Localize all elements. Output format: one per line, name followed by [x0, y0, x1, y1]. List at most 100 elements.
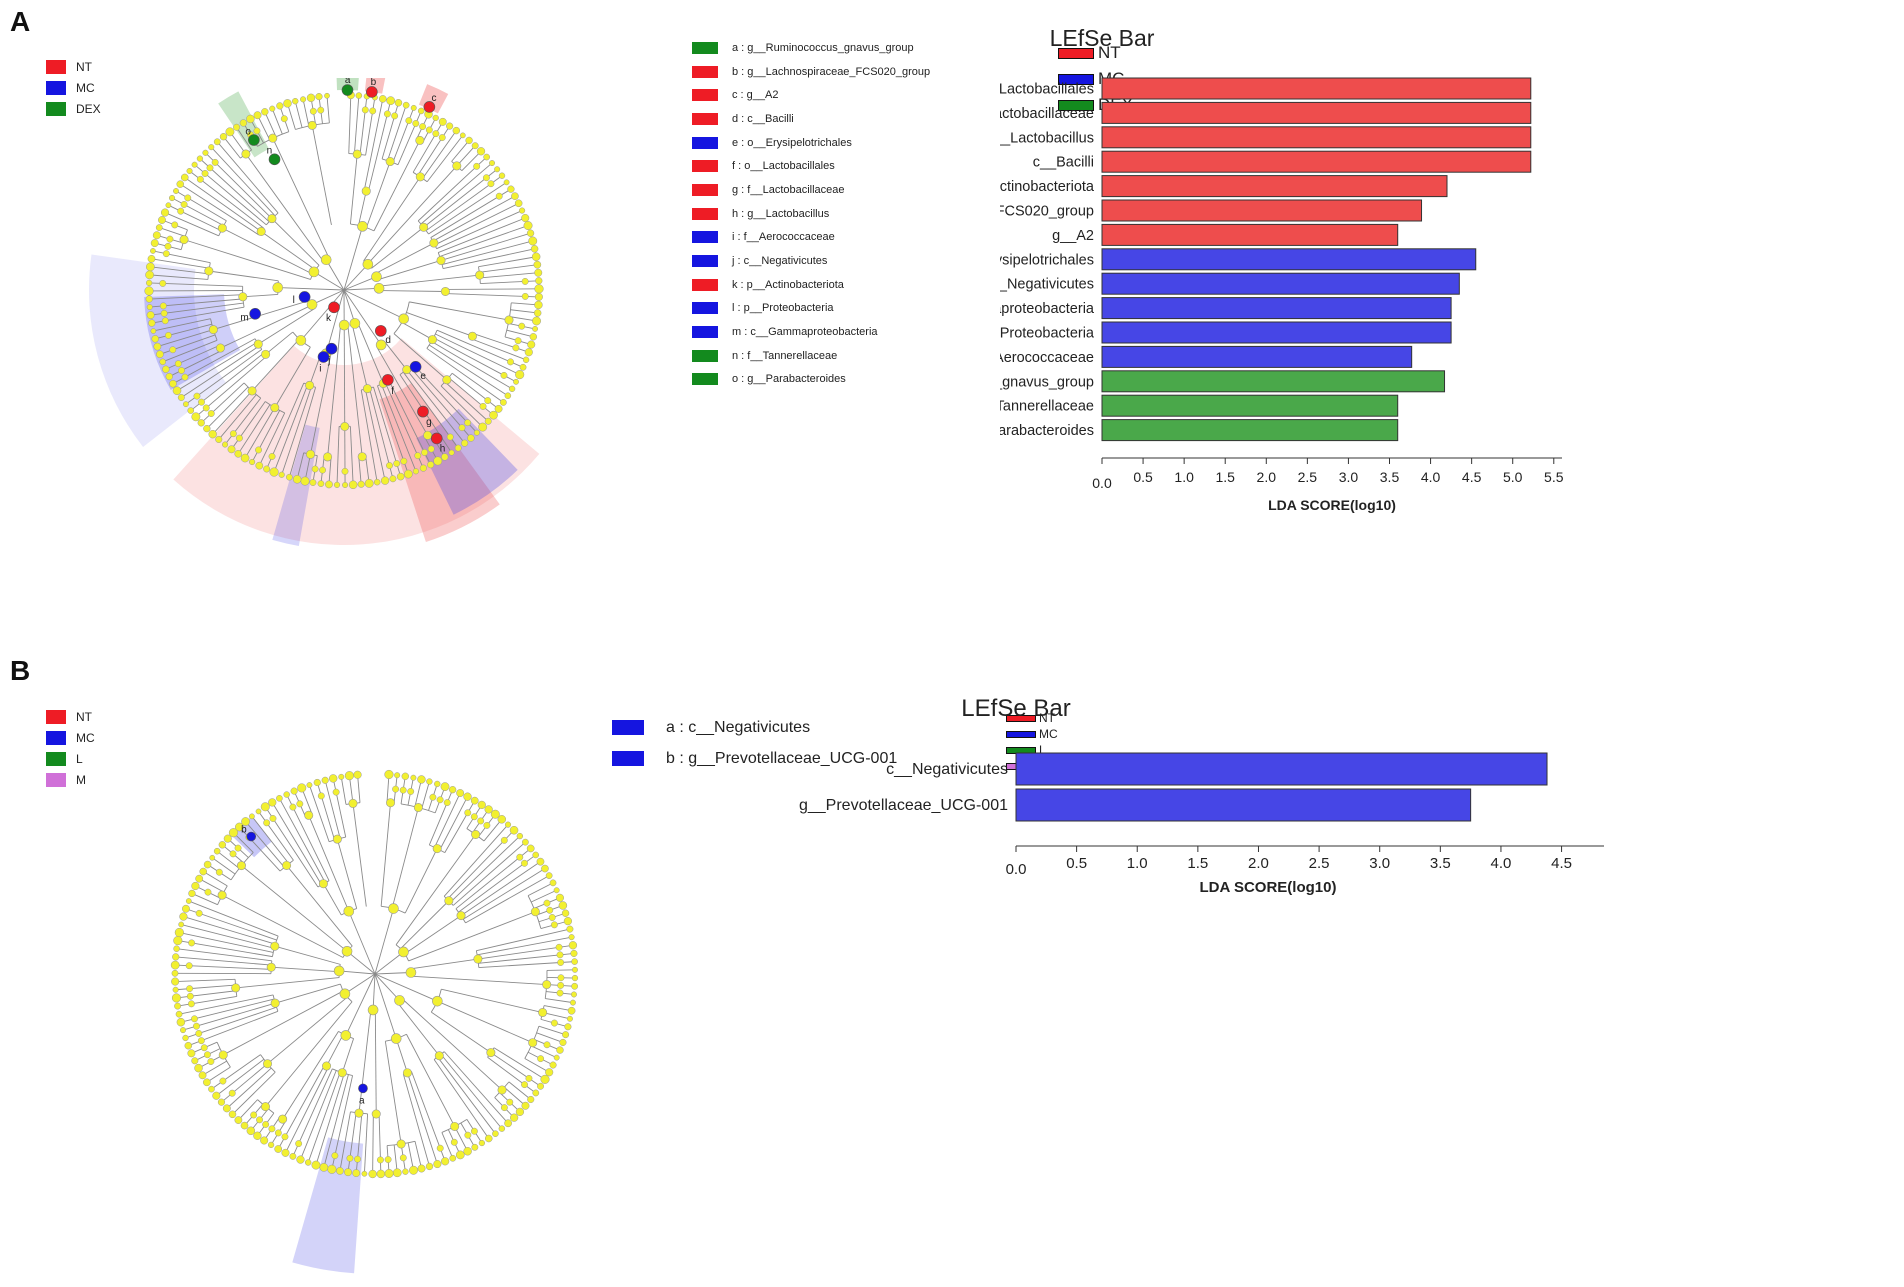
node [171, 221, 179, 229]
node [272, 282, 284, 293]
biomarker-node [409, 360, 422, 373]
branch [316, 782, 336, 841]
node [195, 1030, 203, 1037]
node [187, 1000, 195, 1008]
node [392, 1168, 402, 1178]
legend-swatch-mc [46, 730, 66, 745]
node [159, 302, 167, 310]
node [532, 851, 539, 859]
node [352, 149, 362, 159]
node [357, 452, 367, 462]
node [331, 1152, 339, 1160]
clade-highlight [144, 294, 241, 390]
biomarker-letter: m [240, 313, 248, 324]
node [255, 446, 262, 454]
node [436, 796, 444, 804]
biomarker-letter: b [371, 78, 377, 88]
biomarker-node [417, 405, 429, 418]
node [344, 1168, 353, 1177]
node [304, 1159, 312, 1166]
bar-legend-item: MC [1006, 726, 1058, 742]
branch [406, 1072, 438, 1165]
branch [191, 893, 218, 906]
node [322, 1061, 332, 1071]
branch [355, 1113, 363, 1174]
node [467, 434, 475, 442]
node [394, 772, 401, 779]
branch [409, 301, 510, 321]
branch [386, 774, 390, 803]
feature-legend-b: a : c__Negativicutes b : g__Prevotellacea… [612, 712, 897, 774]
branch [226, 1067, 272, 1109]
node [305, 380, 315, 390]
branch [343, 287, 380, 291]
node [440, 286, 450, 296]
x-axis-label: LDA SCORE(log10) [1200, 879, 1337, 896]
branch [439, 796, 468, 851]
branch [508, 1081, 532, 1100]
node [458, 424, 466, 432]
feature-label: f : o__Lactobacillales [732, 160, 835, 173]
branch [274, 346, 311, 408]
category-label: f__Lactobacillaceae [1000, 106, 1094, 122]
node [470, 813, 478, 821]
feature-label: c : g__A2 [732, 89, 779, 102]
node [268, 133, 278, 143]
node [151, 335, 159, 343]
node [186, 985, 194, 993]
branch [353, 95, 360, 154]
branch [395, 834, 476, 946]
branch [332, 778, 347, 838]
bar-legend-swatch [1058, 99, 1094, 111]
branch [421, 781, 430, 809]
node [289, 803, 297, 811]
branch [343, 226, 363, 291]
node [145, 270, 154, 280]
branch [357, 322, 384, 384]
node [261, 349, 271, 359]
node [246, 1126, 256, 1136]
legend-item-mc: MC [46, 727, 95, 748]
branch [450, 835, 521, 903]
node [464, 809, 472, 817]
biomarker-letter: a [345, 78, 351, 86]
node [180, 201, 188, 208]
node [417, 107, 425, 115]
node [498, 172, 506, 179]
branch [344, 973, 376, 995]
branch [431, 1011, 492, 1053]
node [263, 819, 271, 827]
feature-legend-item: i : f__Aerococcaceae [692, 226, 930, 250]
node [413, 803, 423, 813]
node [533, 309, 542, 317]
branch [358, 457, 362, 485]
bar [1101, 272, 1460, 295]
node [162, 250, 170, 258]
bar [1101, 77, 1532, 100]
branch [511, 302, 539, 306]
category-label: g__Ruminococcus_gnavus_group [1000, 374, 1094, 390]
branch [377, 260, 442, 281]
node [150, 248, 156, 254]
feature-label: n : f__Tannerellaceae [732, 349, 838, 362]
node [500, 1104, 508, 1112]
category-label: p__Proteobacteria [1000, 326, 1095, 342]
branch [285, 1066, 329, 1154]
node [306, 299, 318, 310]
branch [387, 105, 407, 161]
branch [363, 176, 421, 262]
branch [200, 382, 245, 424]
branch [216, 850, 240, 869]
branch [438, 217, 526, 253]
node [519, 363, 527, 371]
node [436, 1144, 444, 1152]
node [206, 164, 214, 172]
branch [404, 848, 438, 914]
feature-legend-item: k : p__Actinobacteriota [692, 273, 930, 297]
branch [428, 344, 509, 397]
branch [443, 248, 535, 270]
branch [374, 973, 438, 1002]
node [521, 213, 530, 223]
node [536, 857, 545, 866]
node [473, 429, 480, 436]
